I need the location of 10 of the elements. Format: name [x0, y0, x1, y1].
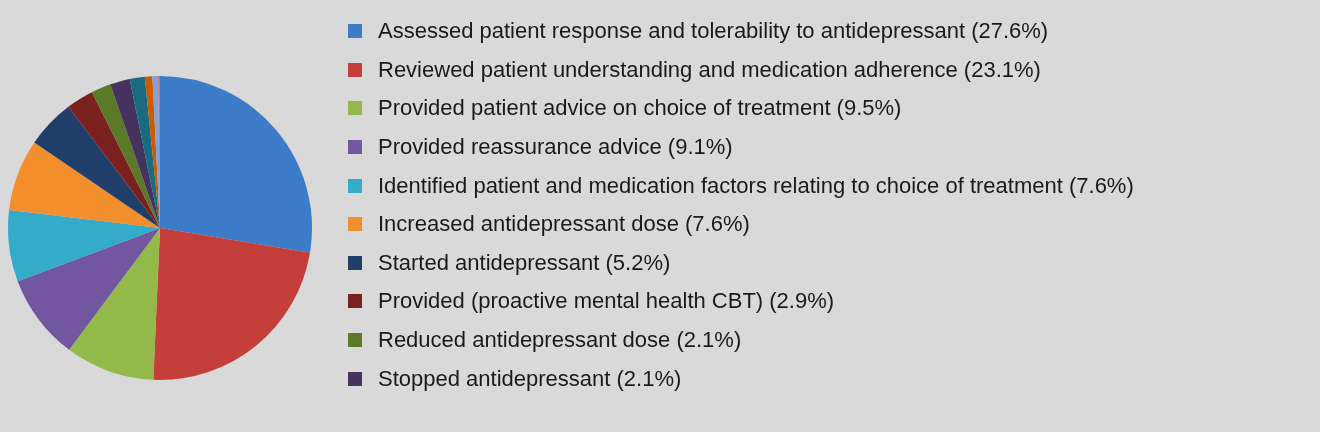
legend-label: Identified patient and medication factors relating to choice of treatment (7.6%): [378, 172, 1134, 199]
legend-label: Provided patient advice on choice of treatment (9.5%): [378, 95, 902, 122]
legend-label: Provided reassurance advice (9.1%): [378, 134, 733, 161]
legend-label: Reviewed patient understanding and medication adherence (23.1%): [378, 56, 1041, 83]
legend-label: Increased antidepressant dose (7.6%): [378, 211, 750, 238]
legend-label: Provided (proactive mental health CBT) (2.9%): [378, 288, 835, 315]
legend-label: Assessed patient response and tolerability to antidepressant (27.6%): [378, 18, 1049, 45]
legend-label: Stopped antidepressant (2.1%): [378, 365, 682, 392]
legend-label: Reduced antidepressant dose (2.1%): [378, 327, 742, 354]
legend-label: Started antidepressant (5.2%): [378, 249, 671, 276]
